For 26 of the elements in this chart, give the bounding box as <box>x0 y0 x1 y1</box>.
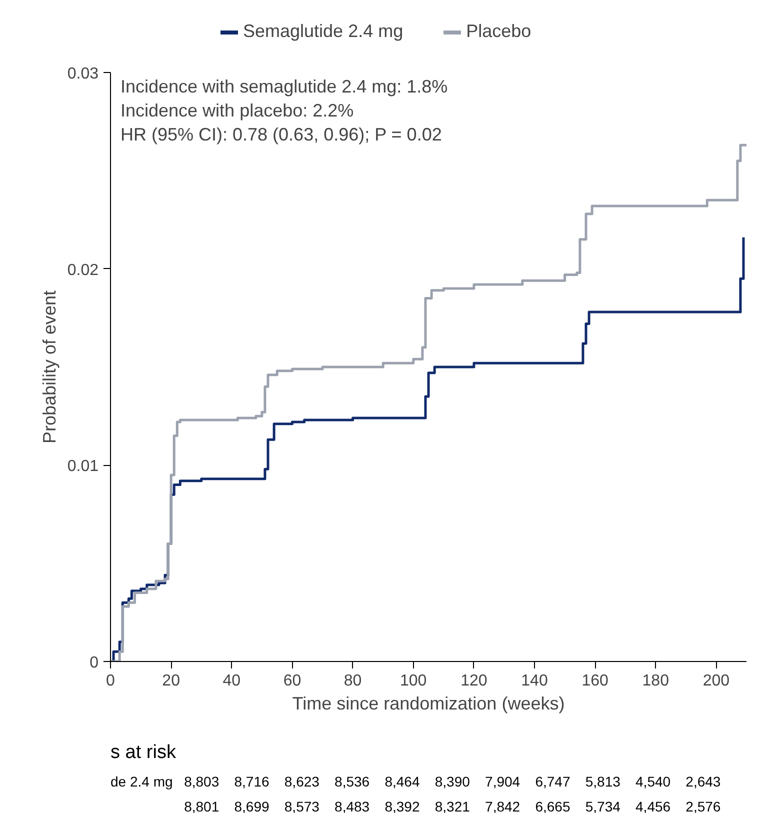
x-tick-label: 80 <box>344 672 362 690</box>
text: de 2.4 mg <box>110 774 173 790</box>
x-tick-label: 120 <box>460 672 488 690</box>
x-tick-label: 20 <box>162 672 180 690</box>
legend-label: Semaglutide 2.4 mg <box>243 21 404 42</box>
x-axis-title: Time since randomization (weeks) <box>292 694 565 714</box>
y-tick-label: 0.01 <box>67 458 99 476</box>
x-tick-label: 100 <box>400 672 427 690</box>
x-tick-label: 180 <box>642 672 670 690</box>
annotation: Incidence with placebo: 2.2% <box>120 100 354 120</box>
x-tick-label: 0 <box>106 672 116 690</box>
x-tick-label: 140 <box>521 672 548 690</box>
y-axis-title: Probability of event <box>39 290 60 444</box>
legend-label: Placebo <box>466 21 532 42</box>
text: s at risk <box>110 742 176 763</box>
annotation: Incidence with semaglutide 2.4 mg: 1.8% <box>120 76 448 96</box>
text: 8,803 8,716 8,623 8,536 8,464 8,390 7,904 6,747 5,813 4,540 2,643 <box>184 774 721 790</box>
x-tick-label: 200 <box>702 672 730 690</box>
text: 8,801 8,699 8,573 8,483 8,392 8,321 7,842 6,665 5,734 4,456 2,576 <box>184 798 721 813</box>
y-tick-label: 0 <box>90 654 99 672</box>
y-tick-label: 0.02 <box>67 262 99 279</box>
x-tick-label: 60 <box>283 672 302 690</box>
x-tick-label: 160 <box>582 672 609 690</box>
annotation: HR (95% CI): 0.78 (0.63, 0.96); P = 0.02 <box>120 124 442 144</box>
x-tick-label: 40 <box>222 672 241 690</box>
y-tick-label: 0.03 <box>67 66 99 82</box>
